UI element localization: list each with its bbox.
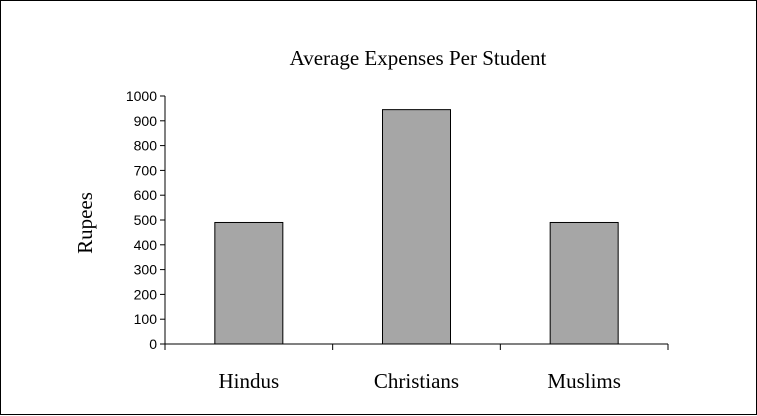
y-tick-label: 400 (134, 237, 158, 253)
x-category-label: Hindus (218, 369, 279, 393)
y-tick-label: 300 (134, 262, 158, 278)
chart-title: Average Expenses Per Student (290, 46, 547, 70)
y-tick-label: 600 (134, 187, 158, 203)
y-tick-label: 100 (134, 311, 158, 327)
y-tick-label: 1000 (126, 88, 157, 104)
y-tick-label: 900 (134, 113, 158, 129)
y-axis-label: Rupees (73, 192, 97, 254)
y-tick-label: 200 (134, 286, 158, 302)
x-category-label: Christians (374, 369, 459, 393)
y-tick-label: 500 (134, 212, 158, 228)
bar-christians (382, 109, 451, 345)
y-tick-label: 0 (149, 336, 157, 352)
bar-hindus (214, 221, 284, 345)
bar-muslims (549, 221, 619, 345)
y-tick-label: 800 (134, 138, 158, 154)
y-tick-label: 700 (134, 162, 158, 178)
x-category-label: Muslims (547, 369, 621, 393)
plot-area: 0 100 200 300 400 500 600 700 800 900 1000 Hindus Ch… (126, 88, 669, 393)
